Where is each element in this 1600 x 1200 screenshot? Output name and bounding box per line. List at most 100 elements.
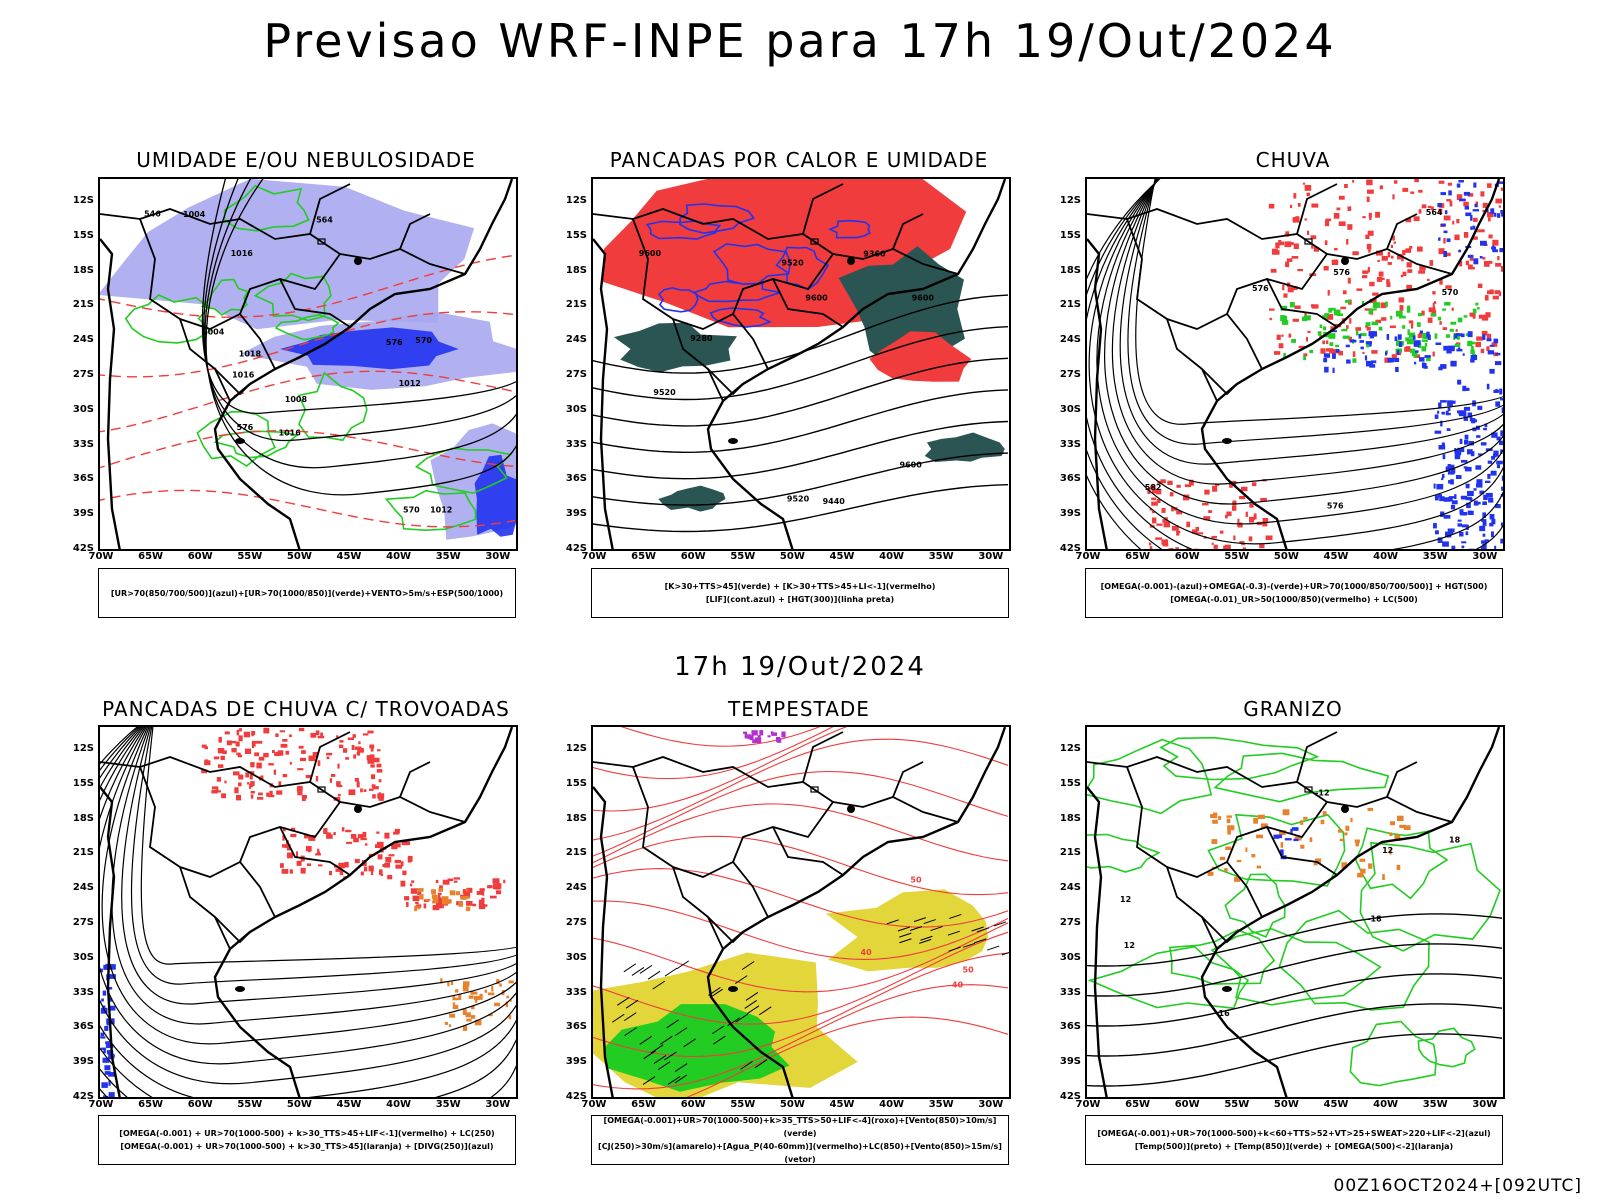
longitude-label: 40W bbox=[879, 1099, 905, 1110]
map-pancadas-trovoadas[interactable] bbox=[98, 725, 518, 1099]
streamline-250 bbox=[130, 727, 516, 985]
longitude-label: 35W bbox=[928, 551, 954, 562]
contour-label: -12 bbox=[1315, 789, 1329, 798]
streamline-850 bbox=[593, 900, 1009, 960]
contour-label: 1004 bbox=[202, 327, 225, 336]
thickness-dashed-line bbox=[100, 430, 516, 469]
green-humidity-contour bbox=[384, 489, 477, 532]
latitude-label: 27S bbox=[565, 369, 587, 380]
longitude-label: 30W bbox=[1472, 551, 1498, 562]
map-canvas: 40 50 50 40 bbox=[593, 727, 1009, 1097]
streamline-850 bbox=[686, 1016, 1009, 1097]
latitude-label: 30S bbox=[565, 951, 587, 963]
severe-storm-cells bbox=[743, 730, 786, 744]
storm-red-cells bbox=[280, 827, 413, 880]
heat-humidity-area bbox=[924, 432, 1005, 462]
latitude-label: 33S bbox=[72, 438, 94, 450]
longitude-label: 50W bbox=[779, 1099, 805, 1110]
latitude-label: 15S bbox=[565, 777, 587, 789]
streamline-850 bbox=[593, 931, 1009, 1025]
latitude-label: 39S bbox=[565, 508, 587, 520]
streamline-250 bbox=[100, 727, 516, 1097]
green-humidity-contour bbox=[124, 294, 212, 344]
map-chuva[interactable]: 576 576 570 564 582 576 bbox=[1085, 177, 1505, 551]
rain-blue-cells bbox=[1323, 330, 1502, 374]
heat-humidity-area bbox=[658, 485, 726, 512]
rain-green-cells bbox=[1280, 299, 1480, 363]
contour-label: 9440 bbox=[823, 497, 846, 506]
longitude-label: 70W bbox=[88, 551, 114, 562]
temp850-contour bbox=[1087, 945, 1250, 1010]
longitude-label: 70W bbox=[88, 1099, 114, 1110]
lifted-index-contour bbox=[712, 243, 792, 285]
longitude-label: 60W bbox=[187, 1099, 213, 1110]
longitude-label: 50W bbox=[779, 551, 805, 562]
temp850-contour bbox=[1359, 841, 1501, 952]
latitude-label: 42S bbox=[72, 1091, 94, 1102]
latitude-label: 21S bbox=[565, 299, 587, 311]
temp500-contour bbox=[1087, 973, 1503, 1027]
latitude-label: 42S bbox=[565, 543, 587, 554]
contour-label: 576 bbox=[237, 423, 254, 432]
thickness-dashed-line bbox=[100, 489, 516, 528]
latitude-label: 27S bbox=[72, 917, 94, 928]
legend-line: [LIF](cont.azul) + [HGT(300)](linha pret… bbox=[705, 595, 895, 604]
panel-title-umidade: UMIDADE E/OU NEBULOSIDADE bbox=[136, 148, 476, 172]
latitude-label: 27S bbox=[565, 917, 587, 928]
longitude-label: 35W bbox=[435, 1099, 461, 1110]
longitude-label: 55W bbox=[1224, 1099, 1250, 1110]
contour-label: 1016 bbox=[231, 249, 254, 258]
longitude-label: 35W bbox=[1422, 1099, 1448, 1110]
legend-line: [CJ(250)>30m/s](amarelo)+[Agua_P(40-60mm… bbox=[598, 1142, 1002, 1164]
temp500-contour bbox=[1087, 913, 1503, 967]
rain-blue-cells bbox=[1433, 379, 1503, 549]
streamline-850 bbox=[593, 835, 1009, 896]
contour-label: 576 bbox=[1333, 268, 1350, 277]
hgt500-contour bbox=[1096, 179, 1503, 525]
contour-label: 570 bbox=[1442, 288, 1459, 297]
longitude-label: 60W bbox=[187, 551, 213, 562]
contour-label: 9360 bbox=[863, 249, 886, 258]
legend-pancadas-calor: [K>30+TTS>45](verde) + [K>30+TTS>45+LI<-… bbox=[591, 568, 1009, 618]
pressure-isobar bbox=[203, 179, 516, 442]
streamline-250 bbox=[111, 727, 516, 1025]
longitude-label: 30W bbox=[978, 1099, 1004, 1110]
latitude-label: 21S bbox=[1059, 847, 1081, 859]
thickness-dashed-line bbox=[100, 310, 516, 378]
contour-label: 570 bbox=[415, 336, 432, 345]
longitude-label: 55W bbox=[730, 551, 756, 562]
longitude-label: 70W bbox=[1075, 1099, 1101, 1110]
contour-label: 12 bbox=[1120, 895, 1131, 904]
contour-label: 40 bbox=[952, 980, 964, 989]
longitude-label: 45W bbox=[1323, 1099, 1349, 1110]
temp500-contour bbox=[1087, 943, 1503, 997]
latitude-label: 27S bbox=[1059, 369, 1081, 380]
contour-label: 9600 bbox=[805, 293, 828, 302]
longitude-label: 40W bbox=[879, 551, 905, 562]
contour-label: 576 bbox=[1327, 502, 1344, 511]
legend-line: [K>30+TTS>45](verde) + [K>30+TTS>45+LI<-… bbox=[664, 582, 936, 591]
longitude-label: 55W bbox=[237, 551, 263, 562]
legend-tempestade: [OMEGA(-0.001)+UR>70(1000-500)+k>35_TTS>… bbox=[591, 1115, 1009, 1165]
longitude-label: 30W bbox=[1472, 1099, 1498, 1110]
map-umidade[interactable]: 1008 1004 1004 1012 1012 1016 1016 1016 576 576 57… bbox=[98, 177, 518, 551]
latitude-label: 24S bbox=[1059, 882, 1081, 894]
longitude-label: 65W bbox=[631, 1099, 657, 1110]
longitude-label: 45W bbox=[829, 551, 855, 562]
hgt500-contour bbox=[1135, 179, 1503, 425]
map-granizo[interactable]: 12 -12 -18 12 16 18 12 bbox=[1085, 725, 1505, 1099]
legend-line: [OMEGA(-0.001) + UR>70(1000-500) + k>30_… bbox=[120, 1142, 494, 1151]
latitude-label: 27S bbox=[72, 369, 94, 380]
map-pancadas-calor[interactable]: 9600 9600 9600 9600 9520 9520 9440 9360 9280 9520 bbox=[591, 177, 1011, 551]
latitude-label: 30S bbox=[565, 403, 587, 415]
latitude-label: 24S bbox=[1059, 334, 1081, 346]
map-tempestade[interactable]: 40 50 50 40 bbox=[591, 725, 1011, 1099]
latitude-label: 18S bbox=[72, 264, 94, 276]
temp850-contour bbox=[1159, 736, 1320, 781]
streamline-850 bbox=[593, 984, 1009, 1090]
latitude-label: 30S bbox=[72, 403, 94, 415]
longitude-label: 65W bbox=[631, 551, 657, 562]
contour-label: 16 bbox=[1219, 1009, 1231, 1018]
longitude-label: 30W bbox=[485, 551, 511, 562]
streamline-850 bbox=[593, 952, 1009, 1058]
